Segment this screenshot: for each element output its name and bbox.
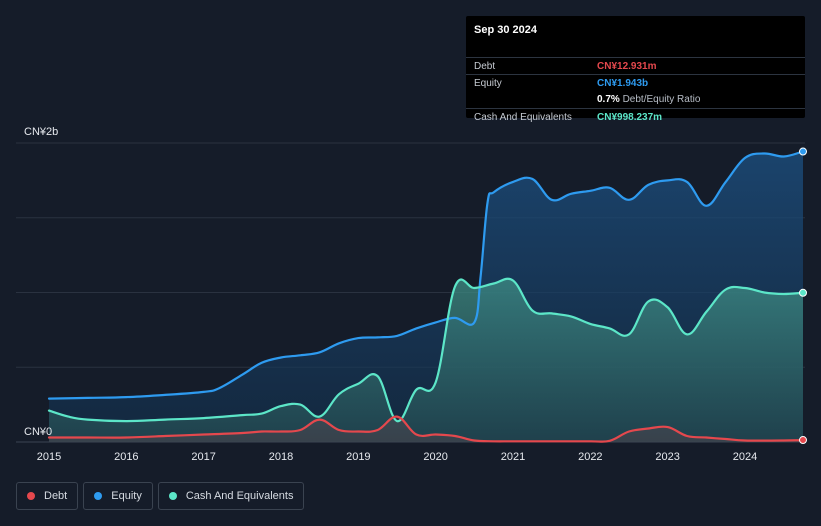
debt-dot-icon	[27, 492, 35, 500]
tooltip-row-ratio: 0.7% Debt/Equity Ratio	[466, 91, 805, 108]
y-tick-label-top: CN¥2b	[24, 126, 58, 138]
legend-label-cash: Cash And Equivalents	[185, 490, 294, 502]
tooltip-label-cash: Cash And Equivalents	[474, 112, 572, 123]
tooltip-value-ratio: 0.7%	[597, 94, 620, 105]
tooltip-date: Sep 30 2024	[474, 24, 537, 36]
endpoint-cash-and-equivalents	[799, 288, 807, 297]
x-tick-label-2021: 2021	[501, 451, 525, 463]
tooltip-value-cash: CN¥998.237m	[597, 112, 663, 123]
x-tick-label-2024: 2024	[733, 451, 757, 463]
equity-dot-icon	[94, 492, 103, 500]
data-tooltip: Sep 30 2024 Debt CN¥12.931m Equity CN¥1.…	[466, 16, 805, 123]
tooltip-ratio-label: Debt/Equity Ratio	[622, 94, 701, 105]
legend-label-equity: Equity	[111, 490, 142, 502]
x-tick-label-2023: 2023	[655, 451, 679, 463]
x-tick-label-2018: 2018	[269, 451, 293, 463]
endpoint-debt	[799, 436, 807, 445]
tooltip-row-cash: Cash And Equivalents CN¥998.237m	[466, 108, 805, 126]
area-cash-and-equivalents	[49, 278, 803, 442]
x-tick-label-2016: 2016	[114, 451, 138, 463]
x-tick-label-2019: 2019	[346, 451, 370, 463]
line-cash-and-equivalents	[47, 277, 805, 423]
x-tick-label-2022: 2022	[578, 451, 602, 463]
tooltip-value-debt: CN¥12.931m	[597, 61, 657, 72]
cash-dot-icon	[168, 492, 177, 500]
x-tick-label-2015: 2015	[37, 451, 61, 463]
y-tick-label-bottom: CN¥0	[24, 426, 52, 438]
tooltip-row-equity: Equity CN¥1.943b	[466, 74, 805, 92]
endpoint-equity	[799, 147, 807, 156]
chart-legend: Debt Equity Cash And Equivalents	[16, 482, 305, 510]
line-debt	[47, 415, 805, 443]
line-equity	[47, 150, 805, 400]
x-tick-label-2017: 2017	[191, 451, 215, 463]
area-debt	[49, 416, 803, 442]
tooltip-value-equity: CN¥1.943b	[597, 78, 649, 89]
x-tick-label-2020: 2020	[423, 451, 447, 463]
legend-item-debt[interactable]: Debt	[16, 482, 79, 510]
tooltip-label-equity: Equity	[474, 78, 502, 89]
tooltip-row-debt: Debt CN¥12.931m	[466, 57, 805, 75]
legend-item-cash[interactable]: Cash And Equivalents	[157, 482, 305, 510]
legend-item-equity[interactable]: Equity	[83, 482, 153, 510]
tooltip-label-debt: Debt	[474, 61, 496, 72]
legend-label-debt: Debt	[44, 490, 68, 502]
